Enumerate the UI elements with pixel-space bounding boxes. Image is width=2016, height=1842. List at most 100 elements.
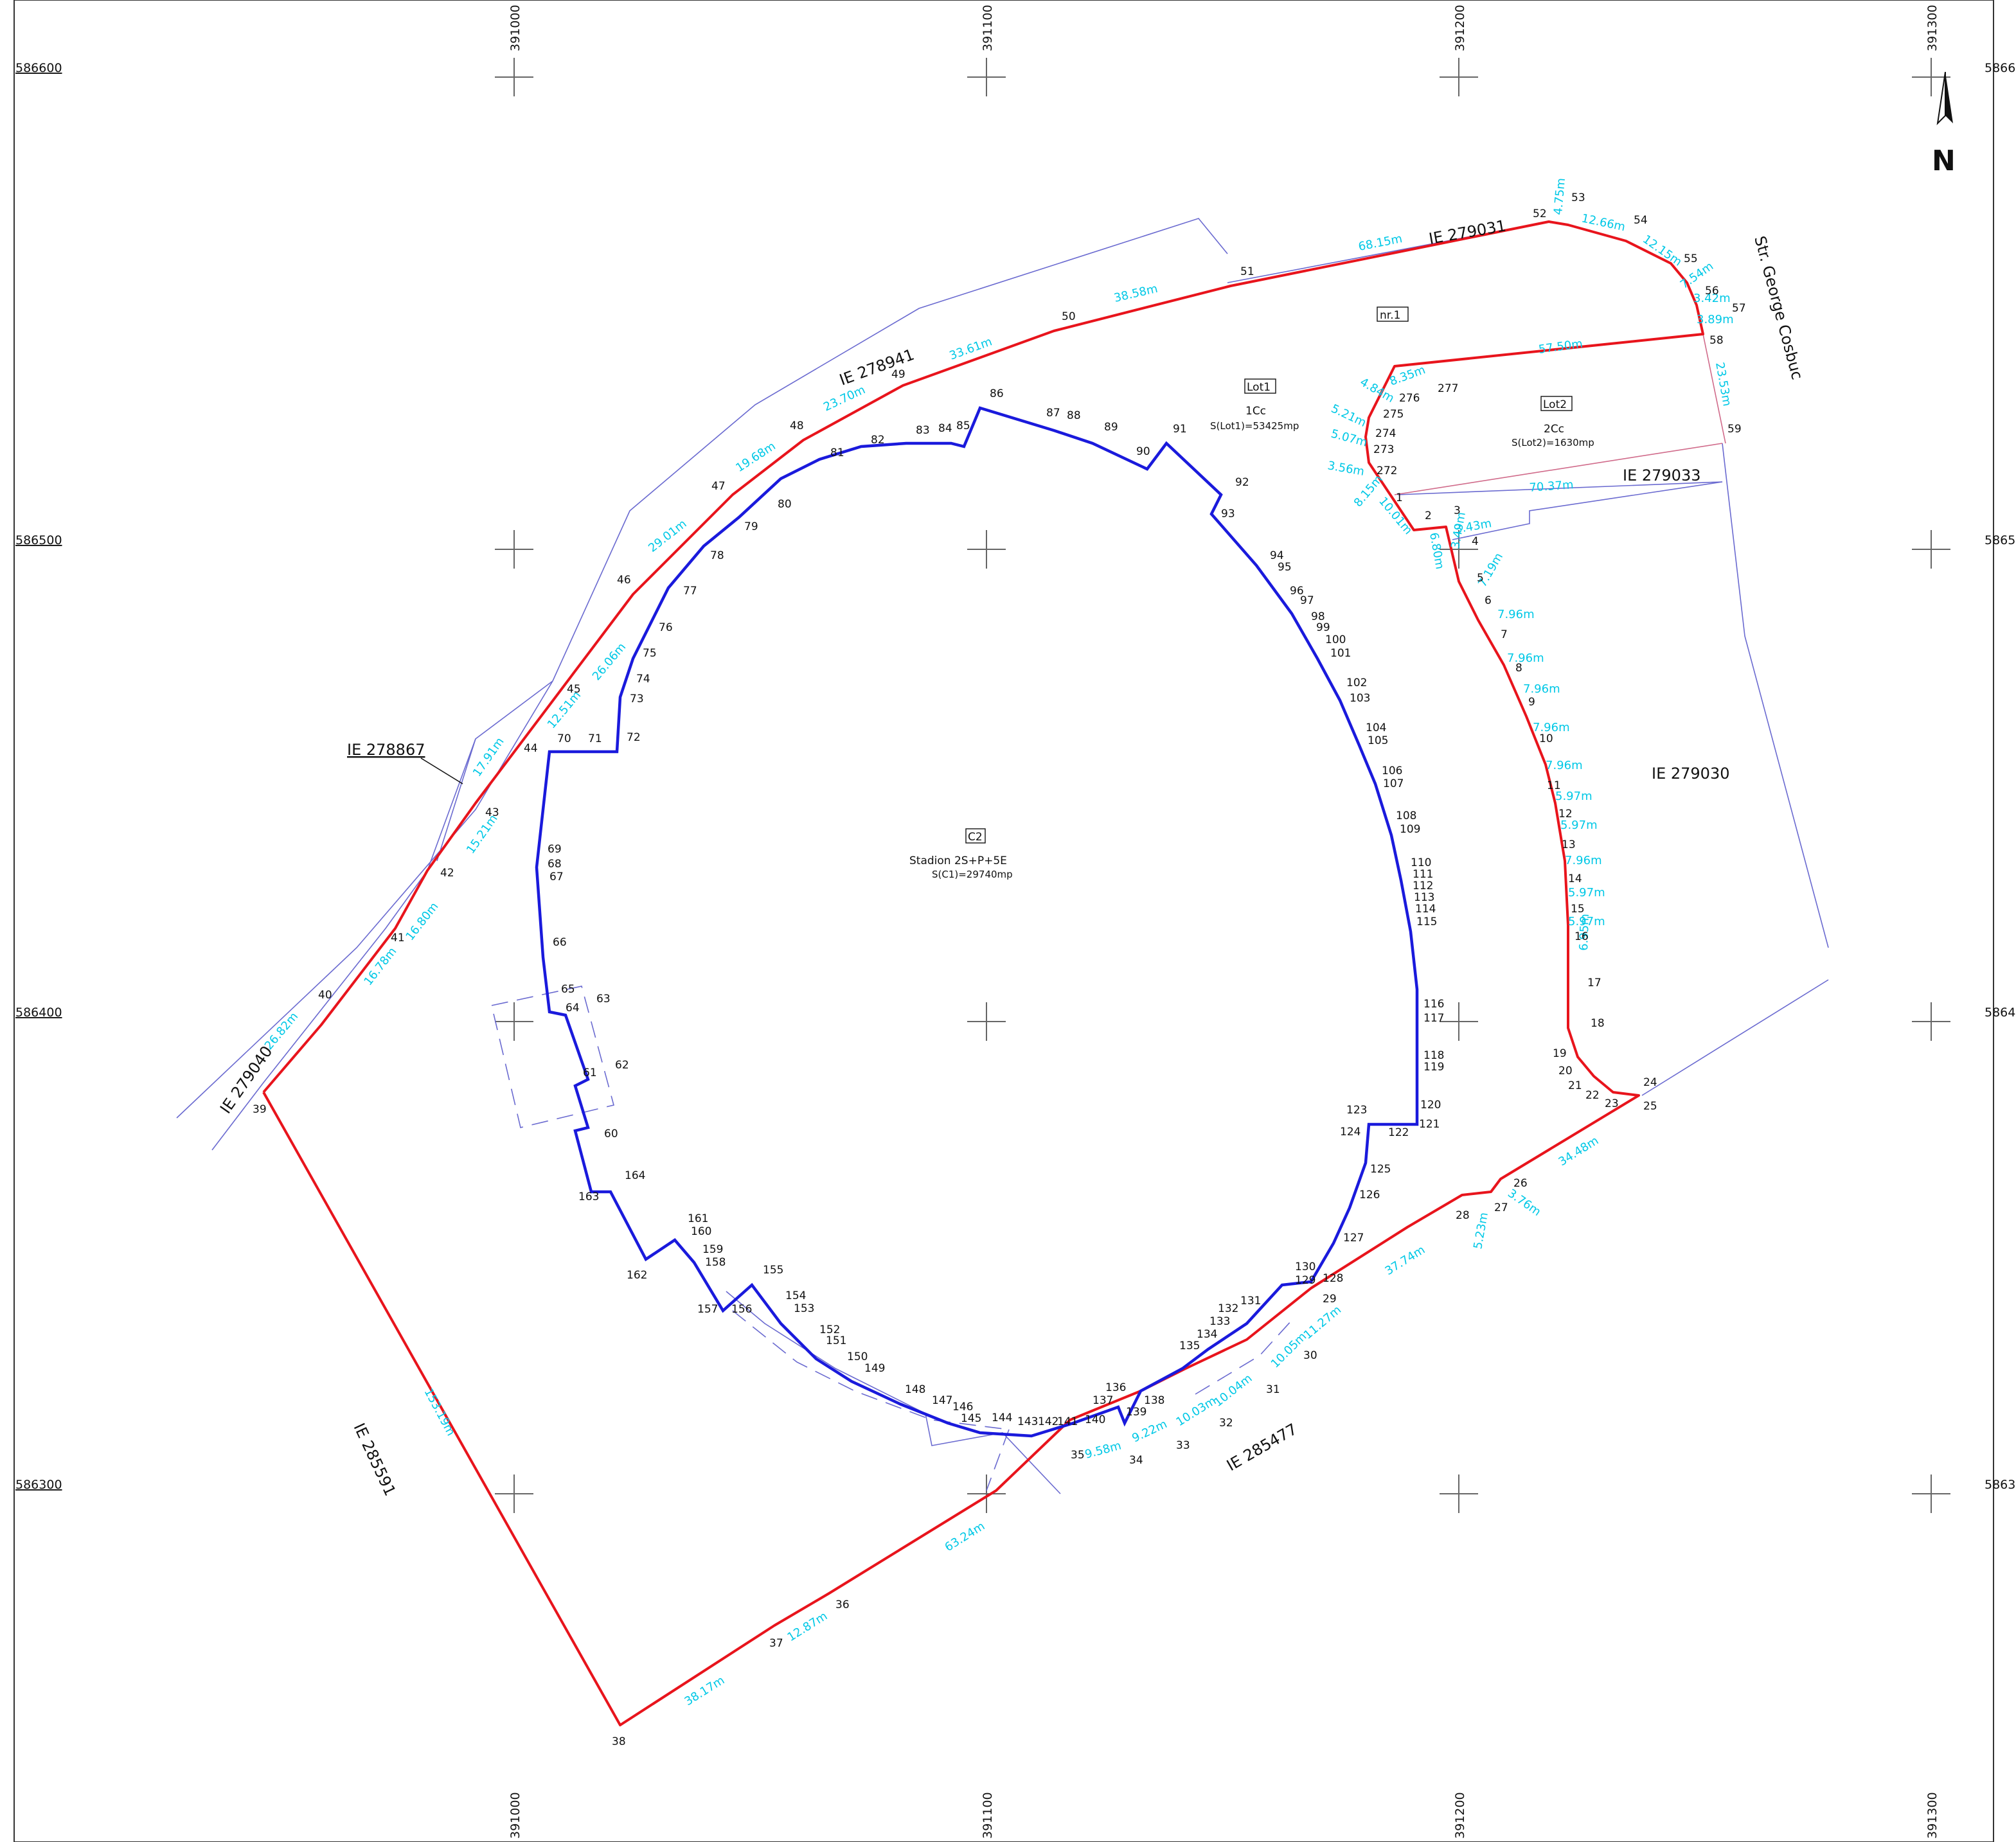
bpt-128: 128 bbox=[1323, 1272, 1343, 1285]
pt-39: 39 bbox=[253, 1103, 267, 1116]
lot1-area: S(Lot1)=53425mp bbox=[1210, 420, 1299, 432]
stadium-name: Stadion 2S+P+5E bbox=[909, 855, 1007, 867]
dashed-outline bbox=[491, 986, 1292, 1491]
dist-57-58: 3.89m bbox=[1697, 313, 1734, 326]
pt-53: 53 bbox=[1571, 191, 1585, 204]
dist-15-16: 5.97m bbox=[1568, 915, 1605, 928]
bpt-108: 108 bbox=[1396, 810, 1416, 822]
pt-55: 55 bbox=[1684, 252, 1698, 265]
bpt-111: 111 bbox=[1413, 868, 1433, 881]
bpt-130: 130 bbox=[1295, 1261, 1316, 1273]
dist-26-27: 3.76m bbox=[1505, 1187, 1543, 1219]
grid-x-bottom-1: 391000 bbox=[508, 1792, 522, 1839]
dist-34-35: 9.58m bbox=[1084, 1439, 1123, 1462]
pt-20: 20 bbox=[1558, 1065, 1573, 1077]
grid-y-right-1: 5866 bbox=[1985, 61, 2015, 75]
bpt-157: 157 bbox=[697, 1303, 718, 1316]
dist-47-48: 19.68m bbox=[733, 439, 778, 475]
bpt-99: 99 bbox=[1316, 621, 1330, 634]
bpt-115: 115 bbox=[1416, 916, 1437, 928]
pt-38: 38 bbox=[612, 1735, 626, 1748]
dist-277-58: 57.50m bbox=[1538, 337, 1583, 357]
bpt-158: 158 bbox=[705, 1256, 726, 1269]
pt-277: 277 bbox=[1438, 382, 1458, 395]
pt-1: 1 bbox=[1396, 491, 1403, 504]
bpt-124: 124 bbox=[1340, 1126, 1360, 1138]
bpt-159: 159 bbox=[702, 1243, 723, 1256]
pt-16: 16 bbox=[1574, 930, 1589, 943]
dist-52-53: 4.75m bbox=[1551, 177, 1568, 215]
bpt-123: 123 bbox=[1346, 1104, 1367, 1117]
lot2-code: 2Cc bbox=[1544, 423, 1564, 436]
bpt-118: 118 bbox=[1423, 1049, 1444, 1062]
grid-x-top-2: 391100 bbox=[981, 4, 995, 51]
lot-division-line bbox=[1394, 333, 1726, 495]
grid-x-bottom-3: 391200 bbox=[1453, 1792, 1467, 1839]
bpt-110: 110 bbox=[1411, 856, 1431, 869]
dist-11-12: 5.97m bbox=[1555, 790, 1592, 803]
grid-y-left-1: 586600 bbox=[15, 61, 62, 75]
bpt-109: 109 bbox=[1400, 823, 1420, 836]
pt-4: 4 bbox=[1472, 535, 1479, 548]
grid-y-left-3: 586400 bbox=[15, 1005, 62, 1020]
bpt-79: 79 bbox=[744, 520, 758, 533]
bpt-105: 105 bbox=[1368, 734, 1388, 747]
bpt-145: 145 bbox=[961, 1412, 981, 1425]
pt-15: 15 bbox=[1571, 903, 1585, 916]
pt-34: 34 bbox=[1129, 1454, 1143, 1467]
pt-13: 13 bbox=[1562, 838, 1576, 851]
bpt-78: 78 bbox=[710, 549, 724, 562]
bpt-153: 153 bbox=[794, 1302, 814, 1315]
bpt-89: 89 bbox=[1104, 421, 1118, 434]
pt-51: 51 bbox=[1240, 265, 1254, 278]
bpt-140: 140 bbox=[1085, 1413, 1105, 1426]
pt-273: 273 bbox=[1373, 443, 1394, 456]
pt-43: 43 bbox=[485, 806, 499, 819]
bpt-162: 162 bbox=[627, 1269, 647, 1282]
dist-16-17: 6.95m bbox=[1577, 914, 1592, 951]
bpt-67: 67 bbox=[549, 871, 564, 883]
bpt-64: 64 bbox=[566, 1002, 580, 1014]
dist-8-9: 7.96m bbox=[1523, 682, 1560, 696]
bpt-139: 139 bbox=[1126, 1406, 1146, 1419]
parcel-ie-279031: IE 279031 bbox=[1427, 217, 1508, 248]
lot1-code: 1Cc bbox=[1245, 405, 1266, 418]
bpt-69: 69 bbox=[548, 843, 562, 856]
pt-23: 23 bbox=[1605, 1097, 1619, 1110]
parcel-ie-278867: IE 278867 bbox=[347, 741, 425, 759]
bpt-95: 95 bbox=[1278, 561, 1292, 574]
bpt-113: 113 bbox=[1414, 891, 1434, 904]
bpt-148: 148 bbox=[905, 1383, 925, 1396]
bpt-62: 62 bbox=[615, 1059, 629, 1072]
bpt-160: 160 bbox=[691, 1225, 711, 1238]
pt-35: 35 bbox=[1071, 1449, 1085, 1462]
pt-32: 32 bbox=[1219, 1417, 1233, 1430]
pt-37: 37 bbox=[769, 1637, 783, 1650]
dist-58-59: 23.53m bbox=[1713, 361, 1734, 407]
grid-x-top-1: 391000 bbox=[508, 4, 522, 51]
bpt-131: 131 bbox=[1240, 1295, 1261, 1307]
parcel-ie-279030: IE 279030 bbox=[1652, 765, 1730, 783]
pt-276: 276 bbox=[1399, 392, 1420, 405]
grid-x-top-4: 391300 bbox=[1925, 4, 1940, 51]
bpt-164: 164 bbox=[625, 1169, 645, 1182]
pt-56: 56 bbox=[1705, 285, 1719, 297]
bpt-116: 116 bbox=[1423, 998, 1444, 1011]
bpt-83: 83 bbox=[916, 424, 930, 437]
dist-9-10: 7.96m bbox=[1533, 721, 1570, 734]
pt-57: 57 bbox=[1732, 302, 1746, 315]
bpt-94: 94 bbox=[1270, 549, 1284, 562]
box-nr1: nr.1 bbox=[1380, 309, 1400, 322]
pt-25: 25 bbox=[1643, 1100, 1657, 1113]
bpt-107: 107 bbox=[1383, 777, 1404, 790]
bpt-150: 150 bbox=[847, 1351, 868, 1363]
pt-21: 21 bbox=[1568, 1079, 1582, 1092]
bpt-106: 106 bbox=[1382, 765, 1402, 777]
dist-274-275: 5.21m bbox=[1329, 402, 1368, 429]
bpt-154: 154 bbox=[785, 1289, 806, 1302]
dist-lot2-south: 70.37m bbox=[1529, 478, 1574, 495]
dist-31-32: 10.04m bbox=[1211, 1372, 1254, 1410]
pt-7: 7 bbox=[1501, 628, 1508, 641]
building-point-labels: 60 61 62 63 64 65 66 67 68 69 70 71 72 7… bbox=[548, 387, 1444, 1428]
